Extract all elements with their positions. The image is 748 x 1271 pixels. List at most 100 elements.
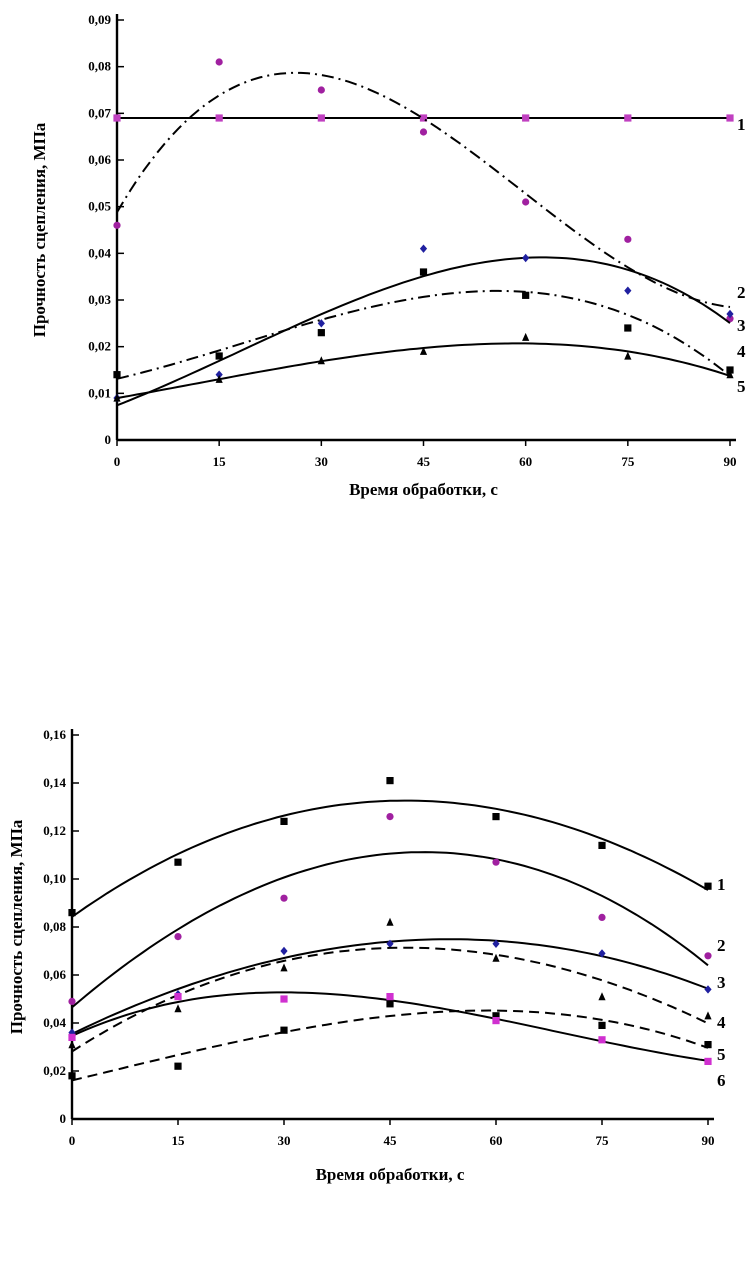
y-tick-label: 0,04 [88,245,111,260]
y-tick-label: 0 [60,1111,67,1126]
series-4: 4 [68,917,726,1053]
series-2-point [624,235,632,243]
series-3-point [215,370,223,379]
series-2-point [726,315,734,323]
series-5: 5 [113,332,746,402]
series-6-point [704,1057,712,1065]
series-6-point [174,993,182,1001]
y-tick-label: 0,06 [88,152,111,167]
series-4-point [113,371,121,379]
series-5-point [174,1062,182,1070]
y-tick-label: 0,02 [88,339,111,354]
series-6-point [386,993,394,1001]
x-axis-label: Время обработки, с [349,480,498,499]
x-tick-label: 30 [315,454,328,469]
series-4-point [726,366,734,374]
y-tick-label: 0,12 [43,823,66,838]
chart-1: 00,010,020,030,040,050,060,070,080,090 15… [30,12,746,499]
x-tick-label: 60 [490,1133,503,1148]
x-tick-label: 75 [621,454,635,469]
series-4-point [215,352,223,360]
x-tick-label: 0 [114,454,121,469]
series-5-point [386,1000,394,1008]
series-4-label: 4 [717,1013,726,1032]
series-4-point [280,963,288,972]
series-5-point [215,374,223,383]
series-5: 5 [68,1000,726,1082]
x-tick-label: 15 [172,1133,186,1148]
y-tick-label: 0,01 [88,385,111,400]
y-tick-label: 0,10 [43,871,66,886]
x-tick-label: 90 [724,454,737,469]
series-1: 1 [68,777,726,918]
y-tick-label: 0,09 [88,12,111,27]
series-6-point [68,1033,76,1041]
series-3-point [522,253,530,263]
series-6-point [598,1036,606,1044]
series-4-point [419,268,428,276]
series-5-point [522,332,530,341]
series-4-trend-line [116,289,731,380]
series-3-label: 3 [737,316,746,335]
series-3-point [492,939,500,948]
series-3-point [704,985,712,994]
series-1-point [419,114,428,122]
series-1-point [492,813,500,821]
y-tick-label: 0,03 [88,292,111,307]
series-2-trend-line [71,851,709,1009]
series-2-point [215,58,223,66]
series-2-point [113,221,121,229]
y-tick-label: 0,05 [88,199,111,214]
series-4-point [598,992,606,1001]
y-tick-label: 0,08 [88,59,111,74]
series-6: 6 [68,991,726,1090]
series-1-label: 1 [717,875,726,894]
series-1-point [215,114,223,122]
y-tick-label: 0,07 [88,105,111,120]
x-tick-label: 75 [596,1133,610,1148]
x-tick-label: 30 [278,1133,291,1148]
series-1-point [174,858,182,866]
series-3-trend-line [116,256,731,407]
series-2-trend-line [116,71,731,308]
series-3-point [386,939,394,948]
series-5-point [726,370,734,379]
series-1-point [68,909,76,917]
series-5-point [68,1072,76,1080]
series-2: 2 [68,813,726,1009]
series-3: 3 [113,244,746,407]
series-5-trend-line [71,1009,709,1082]
series-3-label: 3 [717,973,726,992]
series-1: 1 [113,114,746,134]
series-2-point [174,933,182,941]
series-4-point [704,1011,712,1020]
series-1-point [113,114,121,122]
series-6-label: 6 [717,1071,726,1090]
series-1-point [726,114,734,122]
series-3-point [726,309,734,319]
series-1-point [598,841,606,849]
y-tick-label: 0 [105,432,112,447]
y-tick-label: 0,08 [43,919,66,934]
series-5-point [704,1041,712,1049]
series-4-point [624,324,632,332]
series-3-trend-line [71,938,709,1035]
series-3-point [280,946,288,956]
series-4-point [492,953,500,962]
series-3-point [68,1028,76,1037]
series-2-point [386,813,394,821]
series-1-point [624,114,632,122]
y-tick-label: 0,04 [43,1015,66,1030]
series-1-point [280,817,288,825]
y-axis-label: Прочность сцепления, МПа [7,819,26,1034]
series-5-point [624,351,632,360]
series-3-point [624,286,632,295]
series-6-point [280,995,288,1003]
y-tick-label: 0,14 [43,775,66,790]
series-5-point [280,1026,288,1034]
series-4-point [317,329,325,337]
x-tick-label: 15 [213,454,227,469]
series-4-point [386,917,394,926]
series-2-label: 2 [737,283,746,302]
